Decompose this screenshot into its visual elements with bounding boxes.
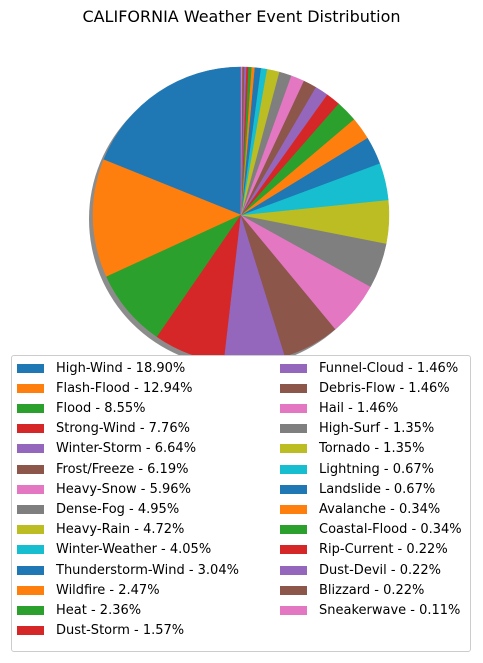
legend-item: Heat - 2.36% bbox=[17, 601, 141, 619]
legend-label: Heavy-Rain - 4.72% bbox=[56, 522, 185, 538]
legend-label: Lightning - 0.67% bbox=[319, 461, 435, 477]
legend-swatch bbox=[280, 605, 307, 615]
legend-label: Debris-Flow - 1.46% bbox=[319, 380, 450, 396]
legend-item: High-Surf - 1.35% bbox=[280, 420, 434, 438]
legend-swatch bbox=[17, 504, 44, 514]
legend-label: Heat - 2.36% bbox=[56, 602, 142, 618]
legend-item: Dense-Fog - 4.95% bbox=[17, 500, 179, 518]
legend-item: Strong-Wind - 7.76% bbox=[17, 420, 190, 438]
legend-label: Funnel-Cloud - 1.46% bbox=[319, 360, 459, 376]
legend-item: Sneakerwave - 0.11% bbox=[280, 601, 460, 619]
legend-label: Flood - 8.55% bbox=[56, 400, 146, 416]
legend-label: Strong-Wind - 7.76% bbox=[56, 421, 190, 437]
legend-label: Coastal-Flood - 0.34% bbox=[319, 522, 462, 538]
legend-swatch bbox=[280, 444, 307, 454]
pie-slice-4 bbox=[224, 214, 285, 355]
legend-label: Landslide - 0.67% bbox=[319, 481, 436, 497]
legend-label: Flash-Flood - 12.94% bbox=[56, 380, 193, 396]
legend: High-Wind - 18.90% Flash-Flood - 12.94% Fl… bbox=[11, 355, 471, 652]
legend-label: Hail - 1.46% bbox=[319, 400, 399, 416]
legend-label: Frost/Freeze - 6.19% bbox=[56, 461, 189, 477]
legend-label: Heavy-Snow - 5.96% bbox=[56, 481, 191, 497]
legend-swatch bbox=[17, 626, 44, 636]
legend-swatch bbox=[17, 363, 44, 373]
legend-item: Rip-Current - 0.22% bbox=[280, 541, 448, 559]
legend-item: Debris-Flow - 1.46% bbox=[280, 379, 450, 397]
legend-item: Dust-Storm - 1.57% bbox=[17, 622, 184, 640]
legend-item: Thunderstorm-Wind - 3.04% bbox=[17, 561, 239, 579]
pie-slice-0 bbox=[103, 66, 242, 216]
legend-label: Rip-Current - 0.22% bbox=[319, 542, 448, 558]
legend-swatch bbox=[280, 403, 307, 413]
legend-swatch bbox=[17, 605, 44, 615]
legend-item: High-Wind - 18.90% bbox=[17, 359, 185, 377]
legend-label: Dust-Storm - 1.57% bbox=[56, 623, 185, 639]
legend-label: High-Surf - 1.35% bbox=[319, 421, 435, 437]
legend-swatch bbox=[280, 464, 307, 474]
legend-swatch bbox=[280, 484, 307, 494]
pie-slice-3 bbox=[156, 214, 242, 355]
legend-swatch bbox=[280, 565, 307, 575]
legend-item: Frost/Freeze - 6.19% bbox=[17, 460, 188, 478]
legend-swatch bbox=[17, 585, 44, 595]
legend-item: Avalanche - 0.34% bbox=[280, 500, 440, 518]
legend-swatch bbox=[17, 525, 44, 535]
legend-swatch bbox=[280, 424, 307, 434]
legend-item: Flood - 8.55% bbox=[17, 399, 146, 417]
legend-item: Hail - 1.46% bbox=[280, 399, 398, 417]
legend-label: Tornado - 1.35% bbox=[319, 441, 425, 457]
legend-label: Blizzard - 0.22% bbox=[319, 582, 425, 598]
legend-swatch bbox=[17, 565, 44, 575]
legend-item: Coastal-Flood - 0.34% bbox=[280, 521, 462, 539]
legend-label: Dust-Devil - 0.22% bbox=[319, 562, 441, 578]
legend-swatch bbox=[280, 525, 307, 535]
legend-item: Winter-Storm - 6.64% bbox=[17, 440, 196, 458]
legend-swatch bbox=[280, 585, 307, 595]
legend-swatch bbox=[17, 403, 44, 413]
legend-swatch bbox=[17, 444, 44, 454]
legend-label: Winter-Weather - 4.05% bbox=[56, 542, 212, 558]
legend-item: Tornado - 1.35% bbox=[280, 440, 424, 458]
legend-label: Thunderstorm-Wind - 3.04% bbox=[56, 562, 239, 578]
legend-item: Landslide - 0.67% bbox=[280, 480, 435, 498]
legend-label: Dense-Fog - 4.95% bbox=[56, 501, 180, 517]
legend-swatch bbox=[17, 424, 44, 434]
legend-swatch bbox=[280, 545, 307, 555]
legend-item: Funnel-Cloud - 1.46% bbox=[280, 359, 458, 377]
legend-swatch bbox=[280, 363, 307, 373]
legend-item: Flash-Flood - 12.94% bbox=[17, 379, 193, 397]
legend-item: Heavy-Snow - 5.96% bbox=[17, 480, 191, 498]
legend-label: Avalanche - 0.34% bbox=[319, 501, 441, 517]
legend-label: Wildfire - 2.47% bbox=[56, 582, 160, 598]
pie-chart bbox=[89, 66, 390, 355]
legend-item: Lightning - 0.67% bbox=[280, 460, 434, 478]
legend-swatch bbox=[17, 484, 44, 494]
chart-title: CALIFORNIA Weather Event Distribution bbox=[82, 7, 401, 26]
legend-swatch bbox=[280, 383, 307, 393]
legend-item: Blizzard - 0.22% bbox=[280, 581, 424, 599]
legend-label: High-Wind - 18.90% bbox=[56, 360, 186, 376]
legend-swatch bbox=[17, 545, 44, 555]
legend-swatch bbox=[17, 383, 44, 393]
legend-item: Heavy-Rain - 4.72% bbox=[17, 521, 184, 539]
legend-swatch bbox=[17, 464, 44, 474]
legend-label: Winter-Storm - 6.64% bbox=[56, 441, 197, 457]
legend-item: Winter-Weather - 4.05% bbox=[17, 541, 211, 559]
legend-swatch bbox=[280, 504, 307, 514]
pie-slice-1 bbox=[92, 159, 242, 278]
legend-item: Dust-Devil - 0.22% bbox=[280, 561, 441, 579]
legend-item: Wildfire - 2.47% bbox=[17, 581, 160, 599]
pie-slice-26 bbox=[240, 66, 243, 216]
legend-label: Sneakerwave - 0.11% bbox=[319, 602, 461, 618]
